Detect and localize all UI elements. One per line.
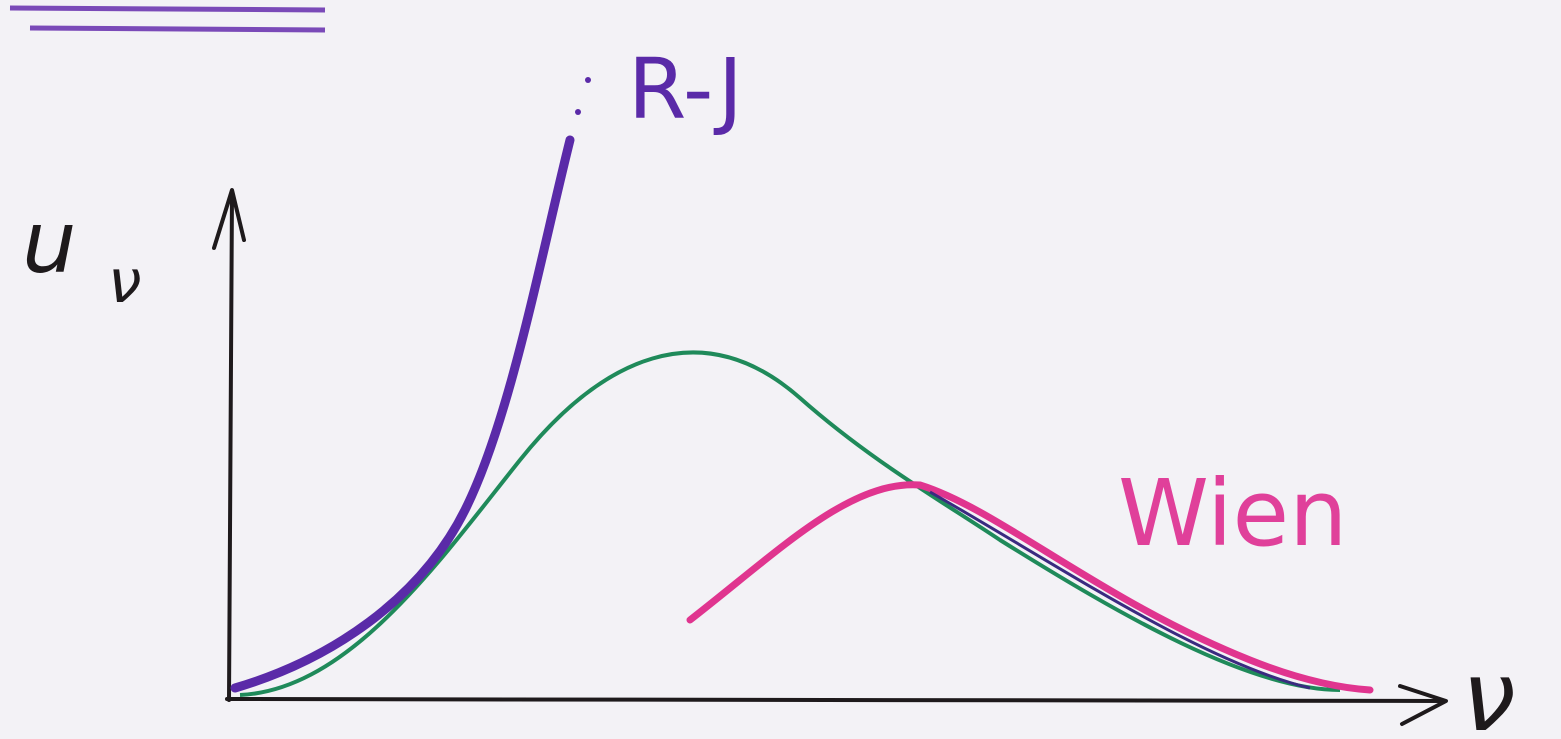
dot bbox=[575, 109, 581, 115]
diagram: R-J Wien u ν ν bbox=[0, 0, 1561, 739]
x-axis-label: ν bbox=[1462, 641, 1516, 739]
y-axis-label: u bbox=[22, 193, 77, 293]
rj-label: R-J bbox=[628, 40, 743, 138]
wien-label: Wien bbox=[1118, 460, 1347, 567]
paper bbox=[0, 0, 1561, 739]
dot bbox=[585, 77, 591, 83]
y-axis-subscript: ν bbox=[108, 247, 142, 317]
